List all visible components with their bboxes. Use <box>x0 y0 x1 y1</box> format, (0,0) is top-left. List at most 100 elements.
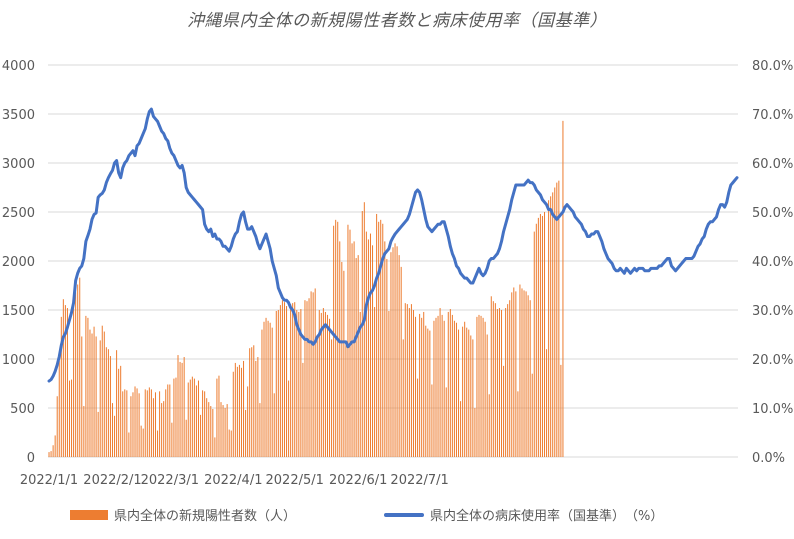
right-axis-tick-label: 0.0% <box>752 451 785 466</box>
bar-new-cases <box>138 393 140 457</box>
right-axis-tick-label: 80.0% <box>752 59 793 74</box>
bar-new-cases <box>169 384 171 457</box>
bar-new-cases <box>236 366 238 457</box>
right-axis-tick-label: 10.0% <box>752 402 793 417</box>
bar-new-cases <box>89 329 91 457</box>
bar-new-cases <box>122 391 124 457</box>
bar-new-cases <box>71 379 73 457</box>
bar-new-cases <box>441 314 443 457</box>
bar-new-cases <box>66 308 68 457</box>
bar-new-cases <box>281 300 283 457</box>
bar-new-cases <box>64 305 66 457</box>
bar-new-cases <box>101 325 103 457</box>
bar-new-cases <box>181 362 183 457</box>
bar-new-cases <box>208 402 210 457</box>
bar-new-cases <box>226 404 228 457</box>
bar-new-cases <box>394 243 396 457</box>
bar-new-cases <box>374 307 376 457</box>
bar-new-cases <box>535 223 537 457</box>
bar-new-cases <box>550 196 552 457</box>
bar-new-cases <box>68 380 71 457</box>
bar-new-cases <box>308 298 310 457</box>
bar-new-cases <box>398 255 400 457</box>
right-axis-tick-label: 40.0% <box>752 255 793 270</box>
bar-new-cases <box>249 348 251 457</box>
bar-new-cases <box>234 362 236 457</box>
bar-new-cases <box>372 245 374 457</box>
bar-new-cases <box>498 308 500 457</box>
bar-new-cases <box>103 331 105 457</box>
bar-new-cases <box>118 368 120 457</box>
bar-new-cases <box>75 292 77 457</box>
bar-new-cases <box>466 327 468 457</box>
bar-new-cases <box>187 382 189 457</box>
bar-new-cases <box>114 415 116 457</box>
bar-new-cases <box>87 317 89 457</box>
left-axis-tick-label: 1000 <box>2 353 35 368</box>
bar-new-cases <box>365 231 367 457</box>
bar-new-cases <box>541 215 543 457</box>
bar-new-cases <box>539 213 541 457</box>
bar-new-cases <box>355 258 357 457</box>
bar-new-cases <box>511 292 513 457</box>
bar-new-cases <box>298 311 300 457</box>
bar-new-cases <box>478 314 480 457</box>
bar-new-cases <box>537 217 539 457</box>
bar-new-cases <box>382 223 384 457</box>
bar-new-cases <box>279 305 281 457</box>
bar-new-cases <box>525 291 527 457</box>
bar-new-cases <box>558 180 560 457</box>
legend-label-bed-occupancy: 県内全体の病床使用率（国基準） （%） <box>430 509 664 524</box>
bar-new-cases <box>173 378 175 457</box>
bar-new-cases <box>288 380 290 457</box>
bar-new-cases <box>93 326 95 457</box>
bar-new-cases <box>455 322 457 457</box>
bar-new-cases <box>423 311 425 457</box>
bar-new-cases <box>378 221 380 457</box>
bar-new-cases <box>283 302 285 457</box>
bar-new-cases <box>136 388 138 457</box>
line-series-bed-occupancy <box>47 107 739 383</box>
bar-new-cases <box>560 364 562 457</box>
bar-new-cases <box>386 259 388 457</box>
bar-new-cases <box>415 316 417 457</box>
bar-new-cases <box>472 339 474 457</box>
bar-new-cases <box>507 304 509 457</box>
bar-new-cases <box>488 394 490 457</box>
bar-new-cases <box>417 378 419 457</box>
bar-series-new-cases <box>48 120 564 458</box>
bar-new-cases <box>396 246 398 457</box>
left-axis-tick-label: 2000 <box>2 255 35 270</box>
bar-new-cases <box>130 396 132 457</box>
bar-new-cases <box>480 315 482 457</box>
bar-new-cases <box>482 317 484 457</box>
left-axis-tick-label: 2500 <box>2 206 35 221</box>
bar-new-cases <box>85 315 87 457</box>
bar-new-cases <box>128 432 130 457</box>
line-bed-occupancy <box>47 107 739 383</box>
x-axis-tick-label: 2022/6/1 <box>329 473 387 488</box>
bar-new-cases <box>124 389 126 457</box>
bar-new-cases <box>56 396 58 457</box>
bar-new-cases <box>259 403 261 457</box>
bar-new-cases <box>435 317 437 457</box>
bar-new-cases <box>562 120 564 458</box>
bar-new-cases <box>513 287 515 457</box>
bar-new-cases <box>304 300 306 457</box>
bar-new-cases <box>275 310 277 457</box>
bar-new-cases <box>468 329 470 457</box>
right-axis-ticks: 0.0% 10.0% 20.0% 30.0% 40.0% 50.0% 60.0% 70.0% 8… <box>752 59 793 466</box>
bar-new-cases <box>439 308 441 457</box>
bar-new-cases <box>367 239 369 457</box>
left-axis-ticks: 0 500 1000 1500 2000 2500 3000 3500 4000 <box>2 59 35 466</box>
bar-new-cases <box>343 270 345 457</box>
bar-new-cases <box>408 308 410 457</box>
bar-new-cases <box>357 255 359 457</box>
bar-new-cases <box>95 336 97 457</box>
bar-new-cases <box>294 302 296 457</box>
bar-new-cases <box>556 182 558 457</box>
bar-new-cases <box>402 339 404 457</box>
bar-new-cases <box>369 233 371 457</box>
bar-new-cases <box>484 321 486 457</box>
